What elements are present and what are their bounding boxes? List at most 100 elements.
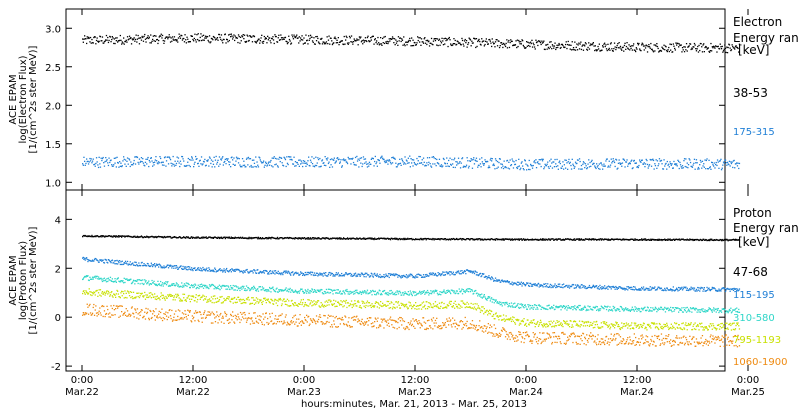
data-point bbox=[541, 238, 544, 240]
data-point bbox=[329, 158, 332, 161]
data-point bbox=[528, 284, 530, 287]
data-point bbox=[683, 46, 685, 48]
data-point bbox=[272, 272, 275, 274]
data-point bbox=[205, 164, 207, 166]
data-point bbox=[436, 289, 438, 292]
data-point bbox=[449, 274, 451, 276]
data-point bbox=[483, 273, 485, 275]
data-point bbox=[367, 35, 369, 37]
data-point bbox=[254, 287, 256, 290]
data-point bbox=[409, 238, 411, 240]
data-point bbox=[479, 163, 482, 165]
data-point bbox=[107, 41, 110, 44]
data-point bbox=[567, 238, 569, 240]
data-point bbox=[377, 291, 379, 293]
data-point bbox=[516, 281, 519, 283]
data-point bbox=[593, 306, 595, 308]
data-point bbox=[390, 163, 392, 165]
data-point bbox=[454, 43, 456, 45]
data-point bbox=[126, 41, 128, 43]
data-point bbox=[531, 46, 534, 48]
data-point bbox=[403, 294, 405, 296]
data-point bbox=[84, 35, 86, 37]
data-point bbox=[352, 293, 355, 295]
data-point bbox=[648, 165, 650, 167]
data-point bbox=[276, 165, 279, 167]
data-point bbox=[548, 286, 550, 288]
data-point bbox=[113, 38, 115, 40]
data-point bbox=[220, 34, 223, 36]
data-point bbox=[371, 273, 373, 275]
data-point bbox=[619, 238, 622, 241]
data-point bbox=[642, 43, 644, 45]
data-point bbox=[658, 163, 660, 165]
data-point bbox=[459, 291, 462, 293]
data-point bbox=[338, 238, 340, 240]
data-point bbox=[211, 38, 213, 40]
data-point bbox=[562, 239, 564, 241]
data-point bbox=[367, 293, 369, 295]
data-point bbox=[678, 43, 680, 45]
data-point bbox=[307, 160, 309, 162]
data-point bbox=[510, 164, 512, 167]
data-point bbox=[100, 157, 102, 159]
data-point bbox=[426, 43, 428, 46]
data-point bbox=[712, 47, 714, 49]
data-point bbox=[558, 42, 560, 45]
data-point bbox=[363, 41, 365, 43]
data-point bbox=[358, 39, 360, 41]
data-point bbox=[623, 50, 625, 52]
data-point bbox=[393, 237, 396, 239]
data-point bbox=[219, 236, 221, 239]
data-point bbox=[306, 163, 308, 166]
data-point bbox=[117, 235, 119, 237]
data-point bbox=[665, 289, 667, 292]
data-point bbox=[593, 162, 595, 165]
data-point bbox=[229, 33, 231, 36]
data-point bbox=[525, 47, 527, 49]
data-point bbox=[530, 285, 532, 287]
data-point bbox=[392, 274, 394, 276]
data-point bbox=[466, 290, 468, 292]
data-point bbox=[206, 36, 209, 38]
data-point bbox=[358, 292, 361, 294]
data-point bbox=[446, 38, 448, 40]
data-point bbox=[500, 238, 502, 241]
data-point bbox=[683, 286, 686, 288]
data-point bbox=[702, 238, 704, 240]
data-point bbox=[110, 262, 112, 264]
data-point bbox=[395, 291, 397, 293]
data-point bbox=[695, 48, 697, 50]
data-point bbox=[343, 158, 345, 160]
data-point bbox=[526, 308, 528, 310]
data-point bbox=[579, 43, 581, 45]
data-point bbox=[82, 278, 84, 281]
data-point bbox=[441, 291, 443, 293]
data-point bbox=[496, 239, 499, 241]
data-point bbox=[544, 239, 546, 241]
data-point bbox=[105, 160, 108, 162]
data-point bbox=[383, 274, 385, 276]
data-point bbox=[295, 237, 297, 239]
data-point bbox=[672, 307, 674, 309]
data-point bbox=[173, 163, 175, 166]
data-point bbox=[567, 305, 569, 307]
data-point bbox=[416, 273, 418, 276]
data-point bbox=[260, 37, 262, 39]
data-point bbox=[160, 267, 162, 269]
data-point bbox=[99, 235, 102, 238]
data-point bbox=[487, 276, 489, 279]
data-point bbox=[559, 160, 561, 162]
data-point bbox=[237, 157, 239, 159]
data-point bbox=[185, 268, 187, 271]
data-point bbox=[332, 293, 334, 295]
data-point bbox=[265, 289, 267, 291]
data-point bbox=[255, 42, 258, 44]
data-point bbox=[151, 279, 153, 282]
data-point bbox=[150, 265, 152, 267]
data-point bbox=[672, 239, 674, 241]
data-point bbox=[475, 274, 478, 276]
data-point bbox=[557, 44, 559, 46]
data-point bbox=[555, 305, 557, 307]
data-point bbox=[382, 237, 384, 240]
